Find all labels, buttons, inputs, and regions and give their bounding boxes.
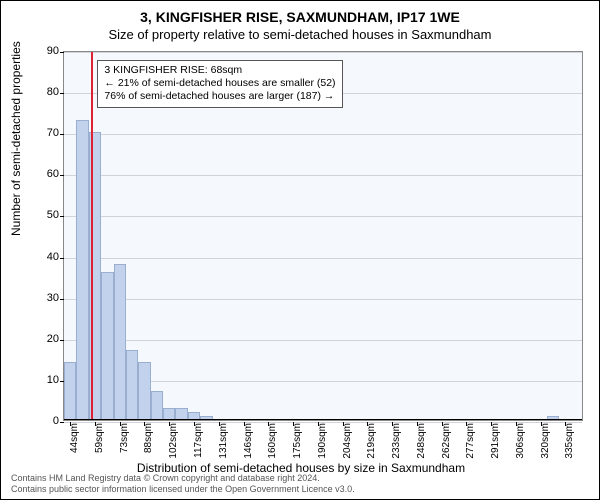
annotation-line: 3 KINGFISHER RISE: 68sqm [104,64,335,77]
x-tick-label: 291sqm [490,423,501,463]
gridline [64,340,582,341]
histogram-bar [126,350,138,420]
y-tick-label: 80 [29,86,59,98]
x-tick-label: 233sqm [391,423,402,463]
y-tick-label: 0 [29,415,59,427]
gridline [64,52,582,53]
y-tick-label: 60 [29,168,59,180]
x-tick-label: 190sqm [317,423,328,463]
x-tick-label: 44sqm [69,423,80,463]
y-tick-label: 10 [29,374,59,386]
x-tick-label: 117sqm [193,423,204,463]
histogram-bar [114,264,126,420]
gridline [64,175,582,176]
footer-line: Contains HM Land Registry data © Crown c… [11,473,355,484]
x-tick-label: 248sqm [416,423,427,463]
footer-attribution: Contains HM Land Registry data © Crown c… [11,473,355,495]
y-tick-mark [60,52,64,53]
chart-title-main: 3, KINGFISHER RISE, SAXMUNDHAM, IP17 1WE [1,1,599,25]
x-tick-label: 88sqm [143,423,154,463]
x-tick-label: 131sqm [218,423,229,463]
x-tick-label: 219sqm [366,423,377,463]
y-tick-mark [60,175,64,176]
histogram-bar [101,272,113,420]
gridline [64,134,582,135]
gridline [64,299,582,300]
x-axis-line [64,419,582,420]
x-tick-label: 204sqm [342,423,353,463]
y-tick-label: 30 [29,292,59,304]
y-tick-label: 20 [29,333,59,345]
x-tick-label: 73sqm [119,423,130,463]
gridline [64,216,582,217]
histogram-bar [151,391,163,420]
y-tick-mark [60,216,64,217]
histogram-bar [138,362,150,420]
x-tick-label: 262sqm [441,423,452,463]
x-tick-label: 102sqm [168,423,179,463]
x-tick-label: 306sqm [515,423,526,463]
annotation-line: ← 21% of semi-detached houses are smalle… [104,77,335,90]
annotation-box: 3 KINGFISHER RISE: 68sqm← 21% of semi-de… [97,60,342,107]
y-tick-mark [60,93,64,94]
y-tick-mark [60,258,64,259]
footer-line: Contains public sector information licen… [11,484,355,495]
chart-container: 3, KINGFISHER RISE, SAXMUNDHAM, IP17 1WE… [0,0,600,500]
x-tick-label: 320sqm [540,423,551,463]
histogram-bar [64,362,76,420]
gridline [64,258,582,259]
x-tick-label: 277sqm [465,423,476,463]
x-tick-label: 160sqm [267,423,278,463]
y-tick-mark [60,134,64,135]
plot-area: 3 KINGFISHER RISE: 68sqm← 21% of semi-de… [63,51,583,421]
y-tick-label: 90 [29,45,59,57]
y-tick-mark [60,422,64,423]
chart-title-sub: Size of property relative to semi-detach… [1,25,599,42]
y-tick-mark [60,299,64,300]
x-tick-label: 146sqm [243,423,254,463]
annotation-line: 76% of semi-detached houses are larger (… [104,90,335,103]
y-tick-mark [60,340,64,341]
x-tick-label: 335sqm [564,423,575,463]
x-tick-label: 59sqm [94,423,105,463]
x-tick-label: 175sqm [292,423,303,463]
y-tick-label: 40 [29,251,59,263]
property-marker-line [91,52,93,420]
y-tick-label: 50 [29,209,59,221]
histogram-bar [76,120,88,420]
y-axis-label: Number of semi-detached properties [9,41,23,236]
y-tick-label: 70 [29,127,59,139]
